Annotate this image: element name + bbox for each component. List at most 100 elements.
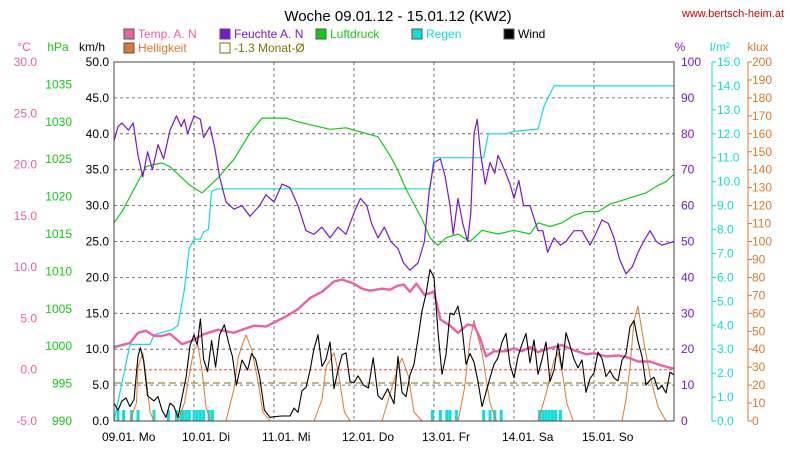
tick-label-humid: 100 xyxy=(681,55,701,69)
tick-label-bright: 10 xyxy=(752,396,766,410)
tick-label-press: 1035 xyxy=(45,77,72,91)
x-tick-label: 12.01. Do xyxy=(342,430,394,444)
tick-label-temp: 15.0 xyxy=(14,209,38,223)
tick-label-rain: 5.0 xyxy=(717,294,734,308)
legend-label-bright: Helligkeit xyxy=(138,41,187,55)
unit-label-wind: km/h xyxy=(79,40,105,54)
tick-label-bright: 120 xyxy=(752,199,772,213)
legend-swatch-press xyxy=(315,28,327,40)
tick-label-rain: 2.0 xyxy=(717,366,734,380)
rain-bar xyxy=(152,410,156,421)
tick-label-bright: 140 xyxy=(752,163,772,177)
tick-label-press: 995 xyxy=(52,377,72,391)
tick-label-press: 1005 xyxy=(45,302,72,316)
pressure-series-line xyxy=(113,117,675,246)
tick-label-rain: 12.0 xyxy=(717,127,741,141)
rain-bar xyxy=(482,410,486,421)
rain-bar xyxy=(488,410,492,421)
tick-label-wind: 35.0 xyxy=(86,163,110,177)
tick-label-bright: 60 xyxy=(752,306,766,320)
tick-label-rain: 6.0 xyxy=(717,270,734,284)
tick-label-rain: 10.0 xyxy=(717,175,741,189)
tick-label-temp: 10.0 xyxy=(14,260,38,274)
rain-bar xyxy=(550,410,554,421)
rain-bar xyxy=(438,410,442,421)
tick-label-bright: 180 xyxy=(752,91,772,105)
tick-label-bright: 100 xyxy=(752,235,772,249)
tick-label-press: 990 xyxy=(52,414,72,428)
rain-bar xyxy=(116,410,120,421)
tick-label-wind: 20.0 xyxy=(86,270,110,284)
rain-bar xyxy=(541,410,545,421)
rain-bar xyxy=(210,410,214,421)
rain-bar xyxy=(184,410,188,421)
tick-label-rain: 14.0 xyxy=(717,79,741,93)
tick-label-bright: 40 xyxy=(752,342,766,356)
legend-label-temp: Temp. A. N xyxy=(138,27,197,41)
rain-bar xyxy=(544,410,548,421)
tick-label-wind: 45.0 xyxy=(86,91,110,105)
chart-title: Woche 09.01.12 - 15.01.12 (KW2) xyxy=(284,8,511,25)
tick-label-bright: 170 xyxy=(752,109,772,123)
tick-label-humid: 70 xyxy=(681,163,695,177)
tick-label-wind: 10.0 xyxy=(86,342,110,356)
tick-label-humid: 60 xyxy=(681,199,695,213)
tick-label-rain: 11.0 xyxy=(717,151,740,165)
tick-label-bright: 20 xyxy=(752,378,766,392)
rain-bar xyxy=(181,410,185,421)
rain-bar xyxy=(499,410,503,421)
tick-label-temp: -5.0 xyxy=(16,414,37,428)
tick-label-rain: 4.0 xyxy=(717,318,734,332)
x-tick-label: 11.01. Mi xyxy=(262,430,310,444)
tick-label-humid: 80 xyxy=(681,127,695,141)
rain-bar xyxy=(195,410,199,421)
tick-label-bright: 0 xyxy=(752,414,759,428)
tick-label-bright: 70 xyxy=(752,288,766,302)
rain-series-line xyxy=(113,85,674,422)
humidity-series-line xyxy=(113,115,675,275)
legend-label-press: Luftdruck xyxy=(330,27,380,41)
tick-label-humid: 50 xyxy=(681,235,695,249)
tick-label-bright: 130 xyxy=(752,181,772,195)
x-tick-label: 13.01. Fr xyxy=(422,430,470,444)
legend-swatch-rain xyxy=(411,28,423,40)
tick-label-temp: 5.0 xyxy=(20,311,37,325)
tick-label-rain: 1.0 xyxy=(717,390,734,404)
tick-label-temp: 20.0 xyxy=(14,158,38,172)
legend-swatch-wind xyxy=(503,28,515,40)
tick-label-press: 1020 xyxy=(45,190,72,204)
tick-label-temp: 0.0 xyxy=(20,363,37,377)
rain-bar xyxy=(454,410,458,421)
rain-bar xyxy=(445,410,449,421)
tick-label-wind: 5.0 xyxy=(92,378,109,392)
rain-bar xyxy=(202,410,206,421)
tick-label-press: 1000 xyxy=(45,339,72,353)
tick-label-rain: 8.0 xyxy=(717,223,734,237)
unit-label-bright: klux xyxy=(747,40,768,54)
legend-swatch-bright xyxy=(123,42,135,54)
rain-bar xyxy=(558,410,562,421)
website-label: www.bertsch-heim.at xyxy=(681,8,784,20)
legend-swatch-humid xyxy=(219,28,231,40)
tick-label-humid: 20 xyxy=(681,342,695,356)
tick-label-wind: 0.0 xyxy=(92,414,109,428)
tick-label-press: 1015 xyxy=(45,227,72,241)
plot-area xyxy=(113,85,675,422)
rain-bar xyxy=(136,410,140,421)
rain-bar xyxy=(192,410,196,421)
wind-series-line xyxy=(113,268,675,418)
axis-units: °C hPa km/h% l/m² klux xyxy=(17,40,768,54)
tick-label-rain: 15.0 xyxy=(717,55,741,69)
rain-bar xyxy=(179,410,183,421)
tick-label-bright: 30 xyxy=(752,360,766,374)
tick-label-wind: 50.0 xyxy=(86,55,110,69)
tick-label-rain: 13.0 xyxy=(717,103,741,117)
tick-label-bright: 80 xyxy=(752,270,766,284)
tick-label-rain: 7.0 xyxy=(717,246,734,260)
tick-label-rain: 0.0 xyxy=(717,414,734,428)
legend-swatch-temp xyxy=(123,28,135,40)
rain-bar xyxy=(554,410,558,421)
tick-label-wind: 30.0 xyxy=(86,199,110,213)
